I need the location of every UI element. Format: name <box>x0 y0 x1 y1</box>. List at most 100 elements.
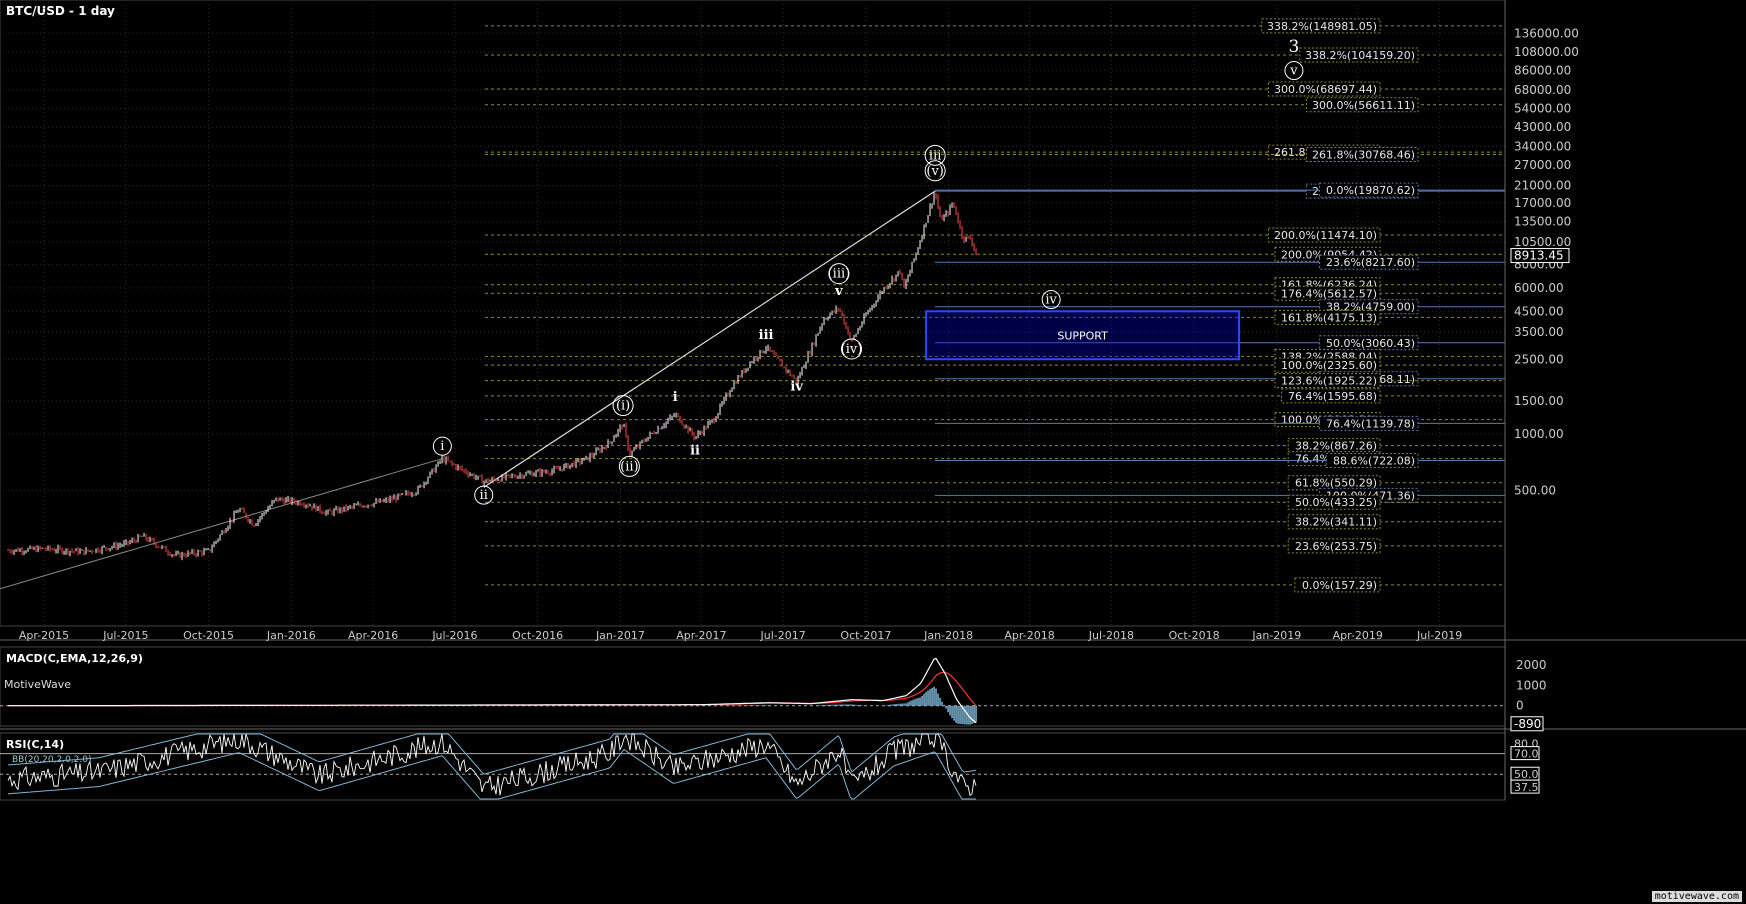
macd-tick-label: 2000 <box>1516 658 1547 672</box>
price-tick-label: 6000.00 <box>1514 281 1564 295</box>
fib-label-box <box>1281 388 1381 404</box>
price-tick-label: 3500.00 <box>1514 325 1564 339</box>
fib-label: 338.2%(104159.20) <box>1305 49 1415 62</box>
x-tick-label: Jul-2017 <box>760 629 806 642</box>
macd-signal-line <box>8 671 977 707</box>
fib-label-box <box>1274 309 1381 325</box>
fib-label-box <box>1287 438 1381 454</box>
last-price-box <box>1510 248 1570 264</box>
price-tick-label: 13500.00 <box>1514 215 1571 229</box>
fib-label: 338.2%(148981.05) <box>1267 20 1377 33</box>
fib-label-box <box>1294 577 1381 593</box>
x-tick-label: Jul-2019 <box>1416 629 1462 642</box>
fib-label: 50.0%(433.25) <box>1295 496 1377 509</box>
x-tick-label: Apr-2015 <box>19 629 69 642</box>
x-tick-label: Jan-2019 <box>1251 629 1301 642</box>
fib-label-box <box>1267 227 1381 243</box>
trend-line <box>0 458 443 590</box>
support-label: SUPPORT <box>1057 329 1108 342</box>
rsi-bb-label: BB(20,20,2.0,2.0) <box>12 755 91 765</box>
wave-label: ii <box>480 488 488 503</box>
price-tick-label: 2500.00 <box>1514 352 1564 366</box>
fib-label: 123.6%(1925.22) <box>1281 375 1377 388</box>
wave-marker <box>841 338 863 360</box>
macd-last-box <box>1510 716 1544 732</box>
macd-title: MACD(C,EMA,12,26,9) <box>6 652 143 665</box>
wave-marker <box>618 455 640 477</box>
fib-label: 261.8%(30768.46) <box>1312 148 1415 161</box>
wave-marker <box>924 160 946 182</box>
macd-tick-label: 0 <box>1516 699 1524 713</box>
fib-label-box <box>1287 475 1381 491</box>
macd-last-value: -890 <box>1514 717 1541 731</box>
fib-label: 76.4%(1595.68) <box>1288 390 1377 403</box>
wave-label: iv <box>1045 293 1057 308</box>
fib-label: 23.6%(253.75) <box>1295 540 1377 553</box>
price-tick-label: 1500.00 <box>1514 394 1564 408</box>
wave-marker <box>612 395 634 417</box>
fib-label: 38.2%(867.26) <box>1295 440 1377 453</box>
fib-label: 76.4%(1139.78) <box>1326 417 1415 430</box>
macd-line <box>8 657 977 724</box>
price-tick-label: 43000.00 <box>1514 120 1571 134</box>
x-tick-label: Oct-2015 <box>183 629 234 642</box>
wave-label: (i) <box>616 399 630 414</box>
fib-label-box <box>1287 494 1381 510</box>
wave-label: iv <box>790 380 803 395</box>
wave-marker <box>1284 61 1304 81</box>
rsi-upper-band <box>7 733 977 775</box>
fib-label-box <box>1299 47 1419 63</box>
price-tick-label: 1000.00 <box>1514 427 1564 441</box>
fib-label-box <box>1267 81 1381 97</box>
x-tick-label: Jul-2016 <box>431 629 477 642</box>
price-tick-label: 68000.00 <box>1514 83 1571 97</box>
wave-label: v <box>834 284 843 299</box>
wave-label: (iv) <box>841 342 863 357</box>
fib-label-box <box>1305 146 1419 162</box>
price-tick-label: 10500.00 <box>1514 235 1571 249</box>
wave-label: (iii) <box>828 267 851 282</box>
rsi-lower-band <box>7 748 976 800</box>
rsi-tick-label: 50.0 <box>1514 768 1539 781</box>
macd-panel-frame <box>0 646 1506 727</box>
fib-label: 23.6%(8217.60) <box>1326 256 1415 269</box>
fib-label: 61.8%(550.29) <box>1295 477 1377 490</box>
wave-label: i <box>673 390 678 405</box>
wave-label: (ii) <box>620 459 638 474</box>
fib-label-box <box>1274 373 1381 389</box>
fib-label-box <box>1287 538 1381 554</box>
fib-label-box <box>1319 415 1419 431</box>
fib-label-box <box>1319 182 1419 198</box>
x-tick-label: Apr-2019 <box>1333 629 1383 642</box>
fib-label: 200.0%(11474.10) <box>1274 229 1377 242</box>
wave-marker <box>474 485 494 505</box>
price-tick-label: 86000.00 <box>1514 64 1571 78</box>
x-tick-label: Apr-2017 <box>676 629 726 642</box>
wave-marker <box>1041 290 1061 310</box>
fib-label: 38.2%(341.11) <box>1295 516 1377 529</box>
wave-label: 3 <box>1289 37 1300 57</box>
wave-label: v <box>1289 64 1298 79</box>
fib-label: 300.0%(56611.11) <box>1312 99 1415 112</box>
fib-label-box <box>1325 453 1419 469</box>
fib-label-box <box>1319 254 1419 270</box>
fib-label-box <box>1274 285 1381 301</box>
wave-label: iii <box>929 148 941 163</box>
fib-label: 88.6%(722.08) <box>1333 455 1415 468</box>
wave-label: iii <box>759 328 774 343</box>
wave-marker <box>432 436 452 456</box>
fib-label: 100.0%(2325.60) <box>1281 359 1377 372</box>
wave-marker <box>924 144 946 166</box>
wave-label: ii <box>690 443 700 458</box>
x-tick-label: Jan-2017 <box>595 629 645 642</box>
fib-label-box <box>1287 514 1381 530</box>
wave-marker <box>828 263 850 285</box>
trend-line <box>483 190 936 488</box>
x-tick-label: Oct-2018 <box>1169 629 1220 642</box>
price-tick-label: 136000.00 <box>1514 26 1579 40</box>
chart-title: BTC/USD - 1 day <box>6 4 115 18</box>
brand-label: MotiveWave <box>4 678 72 691</box>
fib-label: 50.0%(3060.43) <box>1326 337 1415 350</box>
rsi-tick-box <box>1510 779 1540 794</box>
